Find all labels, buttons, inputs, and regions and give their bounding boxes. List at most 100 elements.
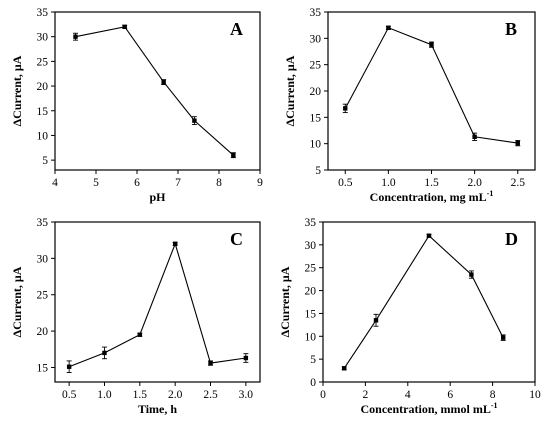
y-tick-label: 15: [310, 112, 322, 124]
plot-frame: [54, 221, 261, 383]
x-tick-label: 8: [490, 389, 496, 401]
y-tick-label: 20: [310, 86, 322, 98]
x-tick-label: 2.0: [467, 177, 482, 189]
y-axis-title: ΔCurrent, μA: [10, 266, 24, 337]
x-axis-title: Concentration, mg mL-1: [370, 189, 494, 204]
data-point: [172, 241, 178, 247]
data-point: [73, 34, 78, 39]
data-point: [342, 366, 347, 371]
x-axis-title-superscript: -1: [491, 401, 498, 410]
panel-letter: C: [230, 229, 243, 249]
y-tick-label: 35: [310, 7, 322, 19]
chart-panel-d: 0 2 4 6 8 10 0 5 10 15 20 25 30 35 Concentration, mmol…: [278, 217, 541, 416]
x-tick-label: 4: [405, 389, 411, 401]
y-tick-label: 30: [37, 32, 49, 44]
x-tick-label: 1.5: [424, 177, 439, 189]
data-point: [66, 364, 72, 369]
y-tick-label: 10: [37, 130, 49, 142]
y-tick-label: 35: [37, 217, 49, 229]
x-axis-title-text: Concentration, mg mL: [370, 190, 487, 204]
data-point: [386, 25, 391, 30]
data-point: [426, 233, 432, 238]
x-axis-title-text: Concentration, mmol mL: [361, 402, 491, 416]
y-tick-label: 15: [305, 308, 317, 320]
data-point: [429, 42, 434, 47]
y-tick-label: 10: [305, 331, 317, 343]
y-tick-label: 30: [37, 253, 49, 265]
x-tick-label: 1.0: [381, 177, 396, 189]
y-tick-label: 20: [305, 286, 317, 298]
data-point: [122, 24, 127, 30]
data-point: [192, 118, 197, 123]
x-axis-title: Time, h: [138, 402, 177, 416]
y-tick-label: 10: [310, 139, 322, 151]
data-point: [472, 134, 477, 140]
y-tick-label: 25: [37, 290, 49, 302]
panel-letter: B: [505, 19, 517, 39]
y-tick-label: 30: [305, 240, 317, 252]
x-tick-label: 2.5: [511, 177, 526, 189]
x-tick-label: 1.0: [97, 389, 112, 401]
x-tick-label: 0.5: [62, 389, 77, 401]
data-point: [343, 106, 348, 111]
x-tick-label: 9: [257, 177, 263, 189]
x-tick-label: 2.5: [203, 389, 218, 401]
x-tick-label: 7: [175, 177, 181, 189]
series-line: [68, 242, 246, 368]
x-tick-label: 6: [134, 177, 140, 189]
y-tick-label: 15: [37, 362, 49, 374]
y-tick-label: 0: [310, 377, 316, 389]
x-tick-label: 5: [93, 177, 99, 189]
data-point: [373, 318, 379, 323]
y-axis-title: ΔCurrent, μA: [10, 55, 24, 126]
y-tick-label: 35: [305, 217, 317, 229]
x-tick-label: 4: [52, 177, 58, 189]
y-tick-label: 5: [315, 165, 321, 177]
series-line: [343, 234, 504, 369]
x-axis-title: Concentration, mmol mL-1: [361, 401, 498, 416]
chart-panel-c: 0.5 1.0 1.5 2.0 2.5 3.0 15 20 25 30 35 Time, h ΔCurr…: [10, 217, 261, 416]
y-tick-label: 25: [305, 263, 317, 275]
x-axis-title: pH: [149, 190, 166, 204]
x-axis-title-superscript: -1: [487, 189, 494, 198]
y-tick-label: 25: [37, 56, 49, 68]
data-point: [208, 360, 213, 366]
data-point: [243, 355, 249, 361]
x-tick-label: 3.0: [239, 389, 254, 401]
panel-letter: A: [230, 19, 243, 39]
chart-panel-b: 0.5 1.0 1.5 2.0 2.5 5 10 15 20 25 30 35 Concentratio…: [283, 7, 536, 204]
data-point: [161, 79, 166, 85]
data-point: [515, 140, 520, 146]
y-tick-label: 25: [310, 60, 322, 72]
plot-frame: [322, 221, 536, 383]
y-axis-title: ΔCurrent, μA: [283, 55, 297, 126]
data-point: [469, 272, 474, 277]
y-tick-label: 20: [37, 326, 49, 338]
x-tick-label: 0: [320, 389, 326, 401]
x-tick-label: 0.5: [338, 177, 353, 189]
x-tick-label: 1.5: [133, 389, 148, 401]
y-tick-label: 30: [310, 33, 322, 45]
y-tick-label: 5: [42, 155, 48, 167]
data-point: [102, 350, 107, 356]
x-axis-title-text: Time, h: [138, 402, 177, 416]
x-axis-title-text: pH: [149, 190, 166, 204]
data-point: [231, 152, 236, 158]
x-tick-label: 10: [529, 389, 541, 401]
y-tick-label: 15: [37, 106, 49, 118]
plot-frame: [327, 11, 536, 171]
x-tick-label: 2.0: [168, 389, 183, 401]
x-tick-label: 2: [363, 389, 369, 401]
data-point: [137, 332, 143, 337]
plot-frame: [54, 11, 261, 171]
data-point: [501, 335, 506, 340]
panel-letter: D: [505, 229, 518, 249]
series-line: [75, 26, 234, 156]
y-tick-label: 35: [37, 7, 49, 19]
y-tick-label: 5: [310, 354, 316, 366]
y-axis-title: ΔCurrent, μA: [278, 266, 292, 337]
x-tick-label: 6: [447, 389, 453, 401]
y-tick-label: 20: [37, 81, 49, 93]
